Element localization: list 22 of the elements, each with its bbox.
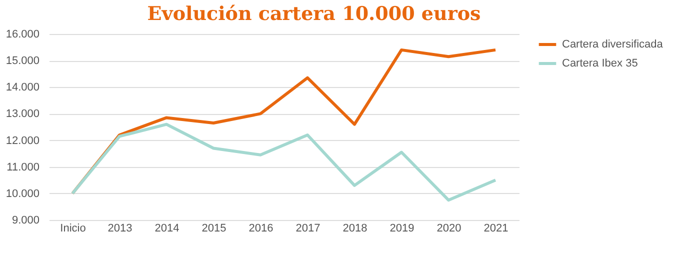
x-tick-label: 2013	[108, 222, 132, 234]
y-tick-label: 9.000	[12, 214, 40, 226]
line-series	[71, 122, 497, 202]
x-tick-label: 2014	[154, 222, 180, 234]
y-tick-label: 12.000	[6, 134, 40, 147]
x-tick-label: Inicio	[60, 222, 86, 234]
x-tick-label: 2018	[342, 222, 368, 234]
x-tick-label: 2021	[484, 222, 508, 234]
y-tick-label: 10.000	[6, 188, 40, 200]
x-tick-label: 2016	[248, 222, 274, 234]
x-tick-label: 2019	[390, 222, 414, 234]
x-tick-label: 2020	[436, 222, 462, 234]
y-tick-label: 16.000	[6, 28, 40, 40]
y-tick-label: 15.000	[6, 55, 40, 68]
x-tick-label: 2017	[296, 222, 320, 234]
y-tick-label: 14.000	[6, 82, 40, 94]
legend-label: Cartera diversificada	[562, 38, 664, 50]
chart-title: Evolución cartera 10.000 euros	[147, 3, 481, 25]
y-tick-label: 11.000	[6, 161, 40, 174]
y-tick-label: 13.000	[6, 108, 40, 120]
legend-label: Cartera Ibex 35	[562, 58, 638, 70]
x-tick-label: 2015	[202, 222, 226, 234]
